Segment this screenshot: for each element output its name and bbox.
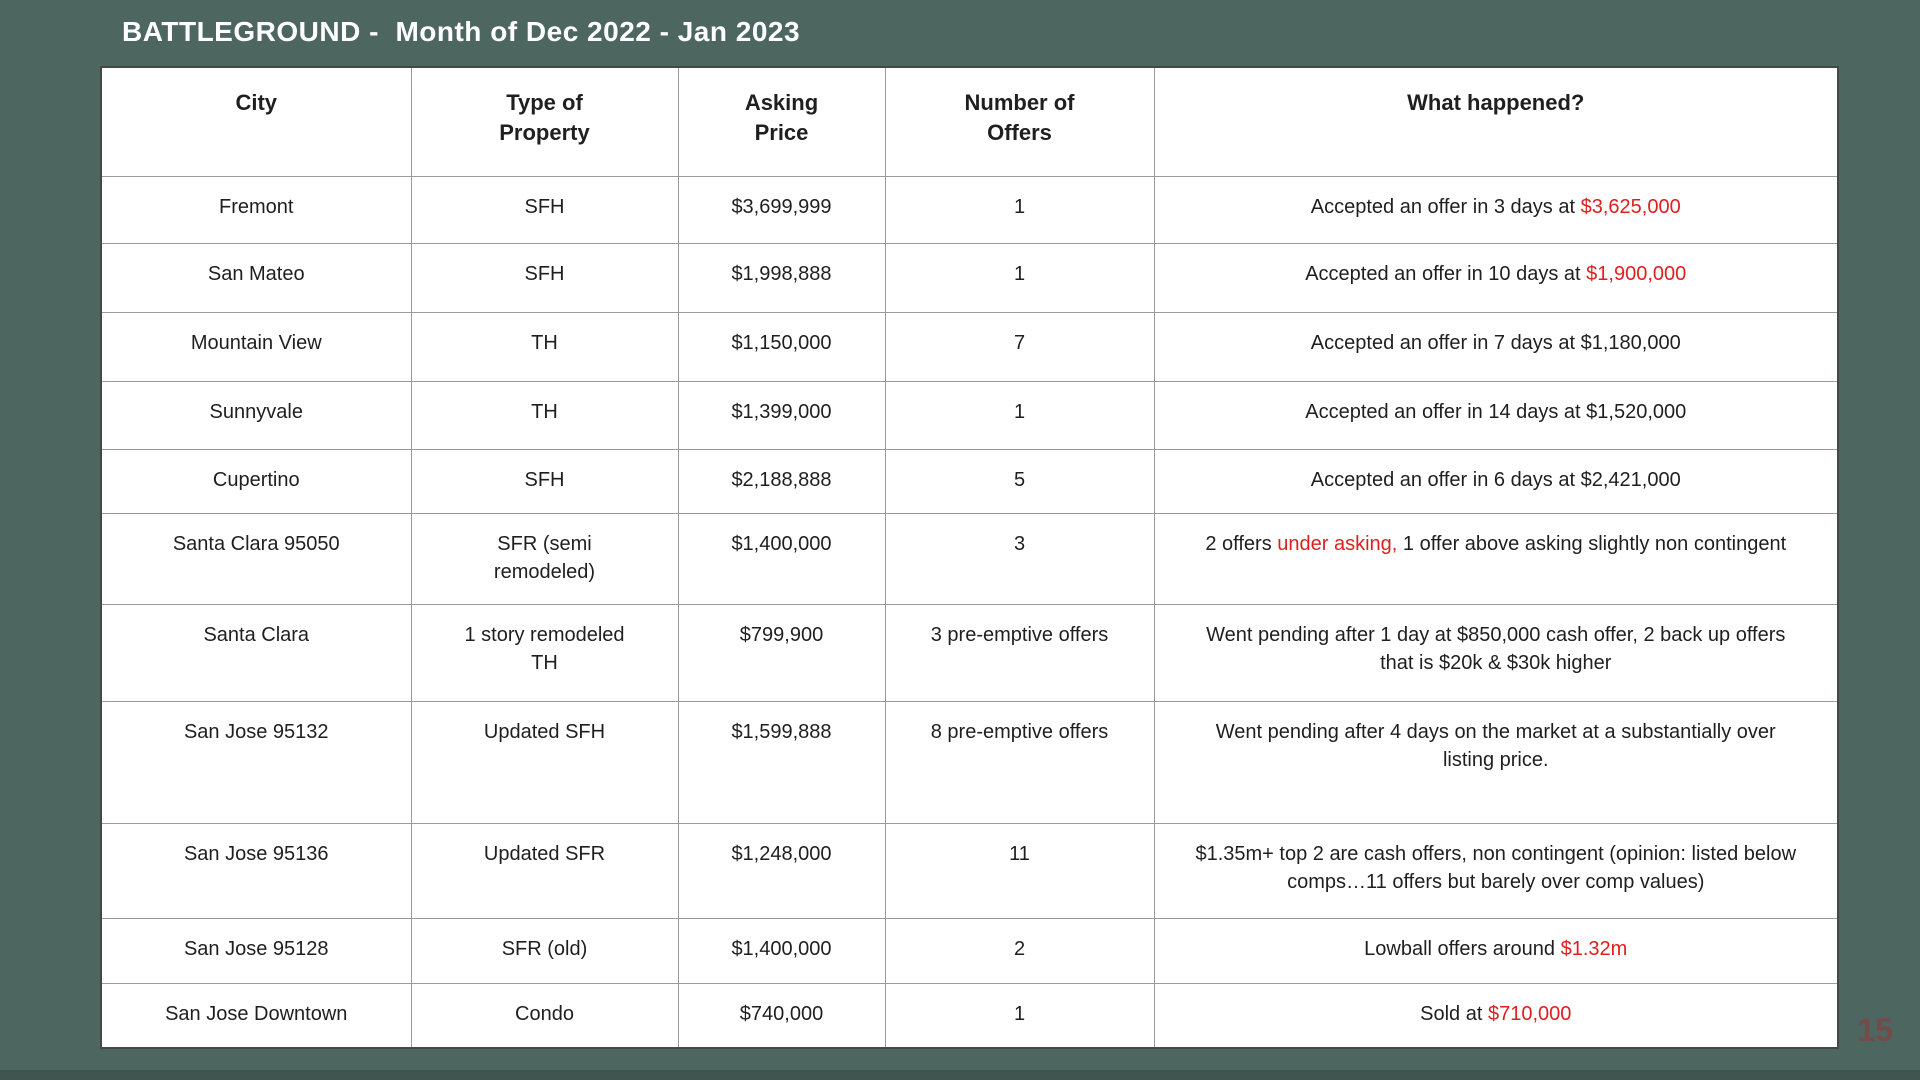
cell-what-happened: Sold at $710,000 [1153,982,1839,1049]
what-text: Lowball offers around [1364,937,1561,960]
table-row-santa-clara-95050: Santa Clara 95050 SFR (semi remodeled) $… [100,512,1839,605]
table-row-santa-clara: Santa Clara 1 story remodeled TH $799,90… [100,603,1839,702]
what-text: 2 offers [1205,532,1278,555]
cell-city: San Jose Downtown [100,982,412,1049]
cell-city: Santa Clara 95050 [100,512,412,605]
what-text: Went pending after 4 days on the market … [1215,720,1776,771]
what-text: Accepted an offer in 6 days at $2,421,00… [1310,468,1681,491]
cell-price: $1,248,000 [677,822,886,919]
cell-offers: 11 [884,822,1155,919]
cell-what-happened: Accepted an offer in 3 days at $3,625,00… [1153,175,1839,244]
cell-offers: 3 [884,512,1155,605]
cell-offers: 1 [884,242,1155,313]
cell-offers: 1 [884,982,1155,1049]
what-text-highlight: $3,625,000 [1580,195,1681,218]
cell-what-happened: Accepted an offer in 6 days at $2,421,00… [1153,448,1839,514]
cell-type: TH [410,380,679,450]
cell-price: $2,188,888 [677,448,886,514]
cell-offers: 2 [884,917,1155,984]
cell-city: San Jose 95136 [100,822,412,919]
cell-what-happened: Lowball offers around $1.32m [1153,917,1839,984]
cell-city: Santa Clara [100,603,412,702]
cell-offers: 5 [884,448,1155,514]
cell-price: $799,900 [677,603,886,702]
cell-what-happened: $1.35m+ top 2 are cash offers, non conti… [1153,822,1839,919]
cell-city: San Jose 95128 [100,917,412,984]
what-text-highlight: under asking, [1277,532,1398,555]
table-row-san-jose-downtown: San Jose Downtown Condo $740,000 1 Sold … [100,982,1839,1049]
cell-type: 1 story remodeled TH [410,603,679,702]
cell-price: $1,399,000 [677,380,886,450]
what-text: Went pending after 1 day at $850,000 cas… [1206,623,1786,674]
cell-city: Fremont [100,175,412,244]
col-header-type: Type of Property [410,66,679,177]
what-text-suffix: 1 offer above asking slightly non contin… [1397,532,1787,555]
cell-what-happened: Accepted an offer in 10 days at $1,900,0… [1153,242,1839,313]
cell-city: Mountain View [100,311,412,382]
cell-price: $1,150,000 [677,311,886,382]
cell-type: SFH [410,175,679,244]
col-header-city: City [100,66,412,177]
what-text: Accepted an offer in 7 days at $1,180,00… [1310,331,1681,354]
cell-what-happened: Accepted an offer in 14 days at $1,520,0… [1153,380,1839,450]
table-header-row: City Type of Property Asking Price Numbe… [100,66,1839,177]
cell-type: TH [410,311,679,382]
what-text-highlight: $710,000 [1487,1002,1572,1025]
what-text-highlight: $1.32m [1560,937,1628,960]
cell-offers: 8 pre-emptive offers [884,700,1155,824]
table-row-fremont: Fremont SFH $3,699,999 1 Accepted an off… [100,175,1839,244]
table-row-mountain-view: Mountain View TH $1,150,000 7 Accepted a… [100,311,1839,382]
what-text: Accepted an offer in 14 days at $1,520,0… [1305,400,1687,423]
cell-city: Sunnyvale [100,380,412,450]
cell-what-happened: Accepted an offer in 7 days at $1,180,00… [1153,311,1839,382]
table-row-san-jose-95128: San Jose 95128 SFR (old) $1,400,000 2 Lo… [100,917,1839,984]
col-header-asking-price: Asking Price [677,66,886,177]
cell-price: $1,400,000 [677,512,886,605]
cell-price: $3,699,999 [677,175,886,244]
what-text: $1.35m+ top 2 are cash offers, non conti… [1195,842,1797,893]
cell-type: SFR (semi remodeled) [410,512,679,605]
cell-type: SFH [410,242,679,313]
col-header-number-of-offers: Number of Offers [884,66,1155,177]
cell-price: $1,400,000 [677,917,886,984]
cell-price: $740,000 [677,982,886,1049]
cell-city: San Mateo [100,242,412,313]
cell-offers: 7 [884,311,1155,382]
what-text: Accepted an offer in 3 days at [1310,195,1581,218]
cell-what-happened: Went pending after 1 day at $850,000 cas… [1153,603,1839,702]
cell-type: SFH [410,448,679,514]
cell-offers: 1 [884,175,1155,244]
what-text: Sold at [1420,1002,1488,1025]
page-number: 15 [1857,1012,1893,1048]
battleground-table: City Type of Property Asking Price Numbe… [100,66,1839,1049]
table-row-sunnyvale: Sunnyvale TH $1,399,000 1 Accepted an of… [100,380,1839,450]
cell-offers: 1 [884,380,1155,450]
bottom-edge [0,1070,1920,1080]
cell-city: Cupertino [100,448,412,514]
cell-what-happened: Went pending after 4 days on the market … [1153,700,1839,824]
cell-price: $1,998,888 [677,242,886,313]
cell-price: $1,599,888 [677,700,886,824]
table-row-cupertino: Cupertino SFH $2,188,888 5 Accepted an o… [100,448,1839,514]
slide-title: BATTLEGROUND - Month of Dec 2022 - Jan 2… [122,16,801,47]
what-text-highlight: $1,900,000 [1586,262,1687,285]
cell-type: SFR (old) [410,917,679,984]
cell-offers: 3 pre-emptive offers [884,603,1155,702]
cell-type: Condo [410,982,679,1049]
cell-type: Updated SFH [410,700,679,824]
table-row-san-jose-95136: San Jose 95136 Updated SFR $1,248,000 11… [100,822,1839,919]
what-text: Accepted an offer in 10 days at [1305,262,1587,285]
cell-city: San Jose 95132 [100,700,412,824]
col-header-what-happened: What happened? [1153,66,1839,177]
table-row-san-jose-95132: San Jose 95132 Updated SFH $1,599,888 8 … [100,700,1839,824]
cell-what-happened: 2 offers under asking, 1 offer above ask… [1153,512,1839,605]
table-row-san-mateo: San Mateo SFH $1,998,888 1 Accepted an o… [100,242,1839,313]
cell-type: Updated SFR [410,822,679,919]
